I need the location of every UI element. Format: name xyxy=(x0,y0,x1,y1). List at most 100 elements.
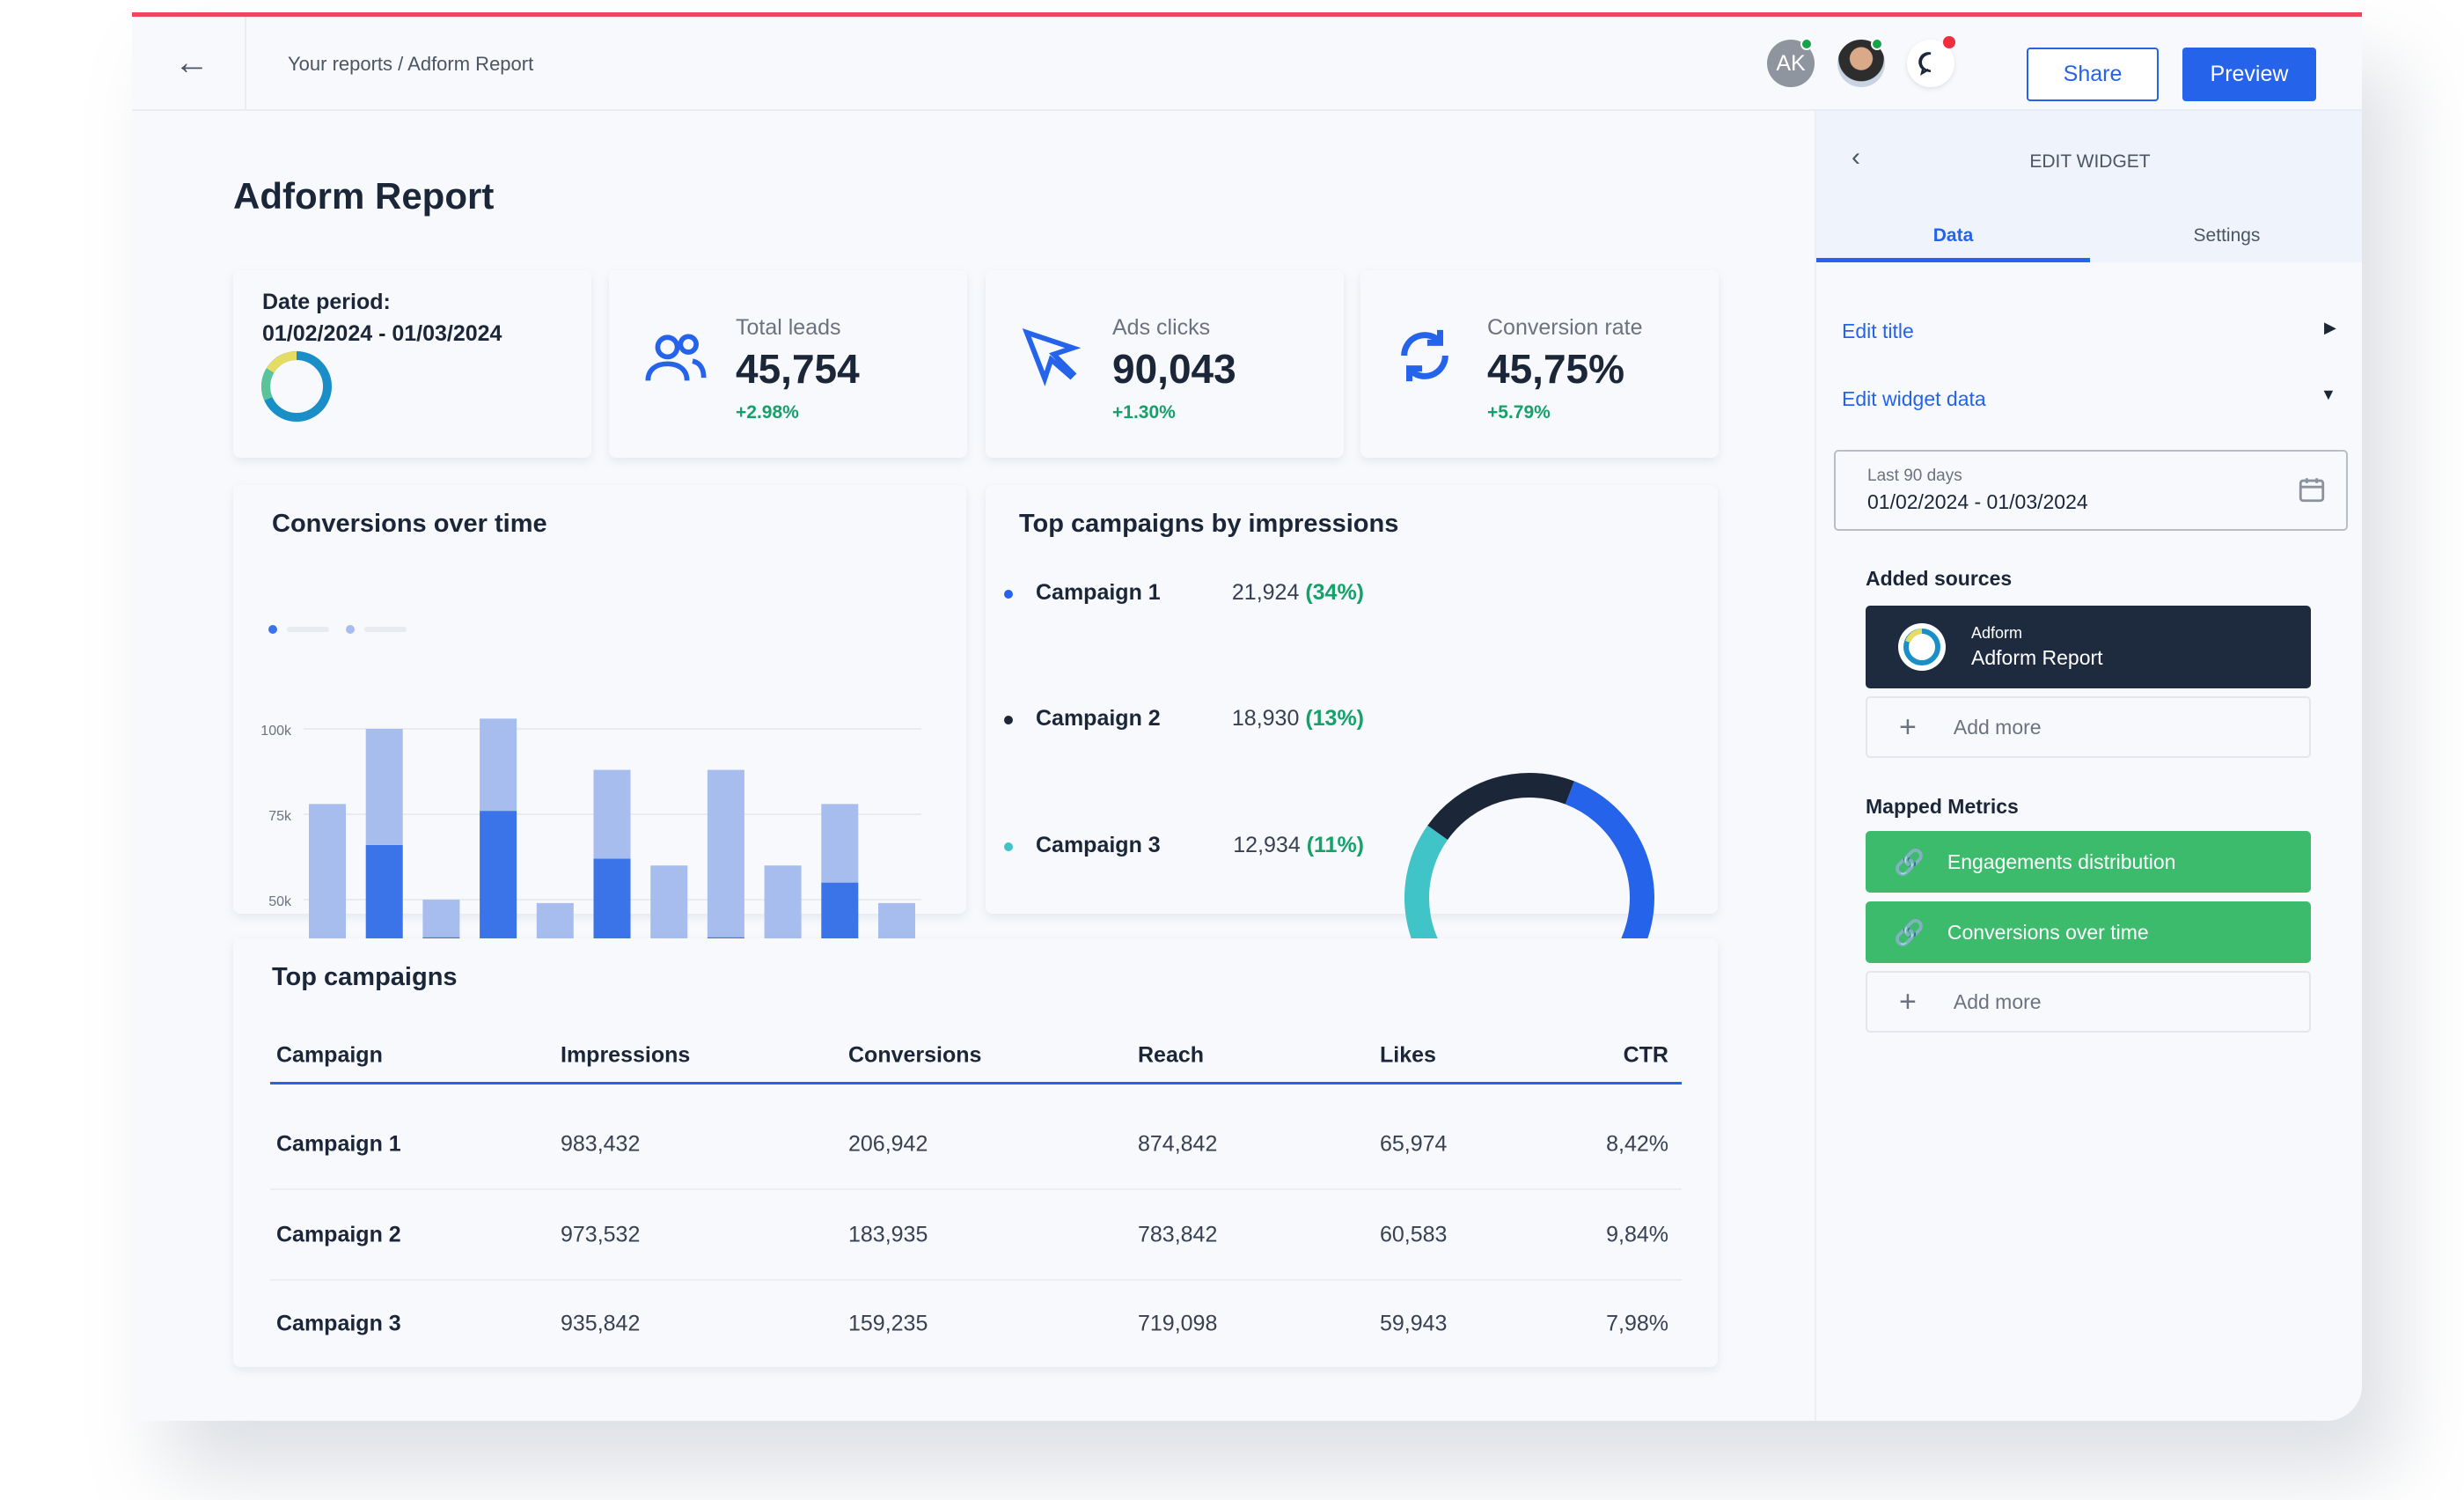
chart-title: Conversions over time xyxy=(272,510,547,538)
column-header[interactable]: CTR xyxy=(1623,1042,1668,1068)
link-icon: 🔗 xyxy=(1894,848,1925,876)
calendar-icon[interactable] xyxy=(2297,474,2327,504)
metric-conversions-over-time[interactable]: 🔗 Conversions over time xyxy=(1866,901,2311,963)
panel-back-icon[interactable]: ‹ xyxy=(1852,143,1860,172)
campaign-percent: (11%) xyxy=(1306,833,1364,857)
date-period-label: Date period: xyxy=(262,290,391,314)
refresh-icon xyxy=(1394,325,1456,391)
column-header[interactable]: Campaign xyxy=(276,1042,383,1068)
legend-dot xyxy=(268,625,277,634)
table-cell: 159,235 xyxy=(848,1311,928,1336)
table-cell: Campaign 2 xyxy=(276,1222,401,1247)
legend-dot xyxy=(346,625,355,634)
kpi-value: 45,754 xyxy=(736,346,860,392)
divider xyxy=(245,17,246,111)
legend-dot xyxy=(1004,716,1013,724)
header-underline xyxy=(270,1082,1682,1085)
kpi-value: 90,043 xyxy=(1112,346,1236,392)
kpi-card[interactable]: Ads clicks 90,043 +1.30% xyxy=(986,270,1344,458)
mapped-metrics-label: Mapped Metrics xyxy=(1866,795,2019,818)
legend-dot xyxy=(1004,590,1013,599)
top-campaigns-table-card: Top campaigns xyxy=(233,938,1718,1367)
date-range-caption: Last 90 days xyxy=(1867,467,1962,485)
add-metric-button[interactable]: + Add more xyxy=(1866,971,2311,1033)
table-cell: Campaign 3 xyxy=(276,1311,401,1336)
adform-logo-icon xyxy=(1898,623,1946,671)
bar-segment[interactable] xyxy=(480,718,517,812)
bar-segment[interactable] xyxy=(309,804,346,952)
panel-title: EDIT WIDGET xyxy=(2029,151,2151,172)
app-window: ← Your reports / Adform Report AK Share … xyxy=(132,12,2362,1421)
bar-segment[interactable] xyxy=(422,900,460,938)
kpi-change: +1.30% xyxy=(1112,402,1176,423)
add-more-label: Add more xyxy=(1953,715,2042,739)
column-header[interactable]: Impressions xyxy=(561,1042,691,1068)
date-period-card[interactable]: Date period: 01/02/2024 - 01/03/2024 xyxy=(233,270,591,458)
legend-label-placeholder xyxy=(364,627,407,632)
table-cell: 59,943 xyxy=(1380,1311,1448,1336)
edit-title-link[interactable]: Edit title xyxy=(1842,320,1914,342)
campaign-percent: (13%) xyxy=(1305,706,1364,731)
avatar-initials: AK xyxy=(1776,50,1806,76)
kpi-label: Total leads xyxy=(736,315,841,340)
added-sources-label: Added sources xyxy=(1866,567,2013,590)
table-cell: 60,583 xyxy=(1380,1222,1448,1247)
campaign-impressions: 12,934 xyxy=(1233,833,1301,857)
plus-icon: + xyxy=(1899,984,1917,1018)
preview-button[interactable]: Preview xyxy=(2182,48,2316,101)
online-dot xyxy=(1800,38,1813,50)
table-cell: 783,842 xyxy=(1138,1222,1218,1247)
breadcrumb[interactable]: Your reports / Adform Report xyxy=(288,53,534,75)
tab-settings[interactable]: Settings xyxy=(2193,225,2261,246)
bar-segment[interactable] xyxy=(821,804,859,883)
table-cell: 9,84% xyxy=(1606,1222,1668,1247)
cursor-icon xyxy=(1019,325,1082,391)
y-tick-label: 75k xyxy=(268,809,292,824)
table-cell: Campaign 1 xyxy=(276,1131,401,1157)
kpi-value: 45,75% xyxy=(1487,346,1625,392)
table-cell: 935,842 xyxy=(561,1311,641,1336)
share-button[interactable]: Share xyxy=(2027,48,2159,101)
source-name: Adform xyxy=(1971,624,2023,642)
kpi-card[interactable]: Total leads 45,754 +2.98% xyxy=(609,270,967,458)
bar-segment[interactable] xyxy=(707,769,744,938)
kpi-card[interactable]: Conversion rate 45,75% +5.79% xyxy=(1360,270,1719,458)
column-header[interactable]: Conversions xyxy=(848,1042,982,1068)
caret-down-icon[interactable]: ▼ xyxy=(2321,386,2336,403)
top-bar: ← Your reports / Adform Report AK Share … xyxy=(132,17,2362,111)
kpi-change: +2.98% xyxy=(736,402,799,423)
users-icon xyxy=(642,325,709,396)
kpi-change: +5.79% xyxy=(1487,402,1551,423)
source-adform[interactable]: Adform Adform Report xyxy=(1866,606,2311,688)
caret-right-icon[interactable]: ▶ xyxy=(2324,319,2336,336)
column-header[interactable]: Likes xyxy=(1380,1042,1436,1068)
bar-segment[interactable] xyxy=(365,729,403,845)
edit-widget-data-link[interactable]: Edit widget data xyxy=(1842,387,1986,410)
metric-engagements-distribution[interactable]: 🔗 Engagements distribution xyxy=(1866,831,2311,893)
bar-segment[interactable] xyxy=(593,769,631,859)
column-header[interactable]: Reach xyxy=(1138,1042,1205,1068)
top-accent-line xyxy=(132,12,2362,17)
legend-label-placeholder xyxy=(287,627,329,632)
legend-dot xyxy=(1004,842,1013,851)
date-range-value: 01/02/2024 - 01/03/2024 xyxy=(1867,490,2088,513)
tab-data[interactable]: Data xyxy=(1932,225,1974,246)
add-more-label: Add more xyxy=(1953,989,2042,1013)
panel-header xyxy=(1816,111,2362,262)
campaign-impressions: 18,930 xyxy=(1231,706,1300,731)
online-dot xyxy=(1871,38,1883,50)
notification-dot xyxy=(1943,36,1955,48)
adform-logo-icon xyxy=(261,351,332,422)
back-arrow-icon[interactable]: ← xyxy=(174,43,209,82)
donut-segment[interactable] xyxy=(1427,773,1574,841)
campaign-impressions: 21,924 xyxy=(1231,580,1300,605)
legend-value: 12,934 (11%) xyxy=(1233,833,1364,858)
source-report: Adform Report xyxy=(1971,646,2103,669)
table-cell: 65,974 xyxy=(1380,1131,1448,1157)
date-range-field[interactable]: Last 90 days 01/02/2024 - 01/03/2024 xyxy=(1834,450,2348,531)
kpi-label: Conversion rate xyxy=(1487,315,1643,340)
table-cell: 719,098 xyxy=(1138,1311,1218,1336)
table-cell: 7,98% xyxy=(1606,1311,1668,1336)
add-source-button[interactable]: + Add more xyxy=(1866,696,2311,758)
link-icon: 🔗 xyxy=(1894,918,1925,946)
